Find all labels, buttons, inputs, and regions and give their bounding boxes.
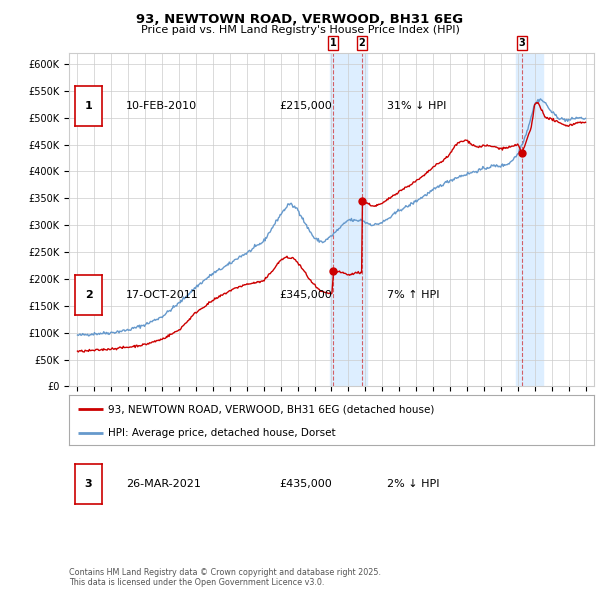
Text: £435,000: £435,000 [279,479,332,489]
Text: £215,000: £215,000 [279,101,332,111]
Text: 3: 3 [518,38,525,48]
Text: HPI: Average price, detached house, Dorset: HPI: Average price, detached house, Dors… [109,428,336,438]
Text: 17-OCT-2011: 17-OCT-2011 [126,290,199,300]
Text: £345,000: £345,000 [279,290,332,300]
Text: 1: 1 [85,101,92,111]
Text: 10-FEB-2010: 10-FEB-2010 [126,101,197,111]
Text: 93, NEWTOWN ROAD, VERWOOD, BH31 6EG: 93, NEWTOWN ROAD, VERWOOD, BH31 6EG [136,13,464,26]
Text: 93, NEWTOWN ROAD, VERWOOD, BH31 6EG (detached house): 93, NEWTOWN ROAD, VERWOOD, BH31 6EG (det… [109,404,435,414]
Text: 2% ↓ HPI: 2% ↓ HPI [387,479,439,489]
Text: 2: 2 [359,38,365,48]
Text: 1: 1 [330,38,337,48]
Text: 2: 2 [85,290,92,300]
Text: 3: 3 [85,479,92,489]
Bar [516,53,543,386]
Text: Contains HM Land Registry data © Crown copyright and database right 2025.
This d: Contains HM Land Registry data © Crown c… [69,568,381,587]
Text: 7% ↑ HPI: 7% ↑ HPI [387,290,439,300]
Text: 31% ↓ HPI: 31% ↓ HPI [387,101,446,111]
Bar [330,53,367,386]
Text: Price paid vs. HM Land Registry's House Price Index (HPI): Price paid vs. HM Land Registry's House … [140,25,460,35]
Text: 26-MAR-2021: 26-MAR-2021 [126,479,201,489]
